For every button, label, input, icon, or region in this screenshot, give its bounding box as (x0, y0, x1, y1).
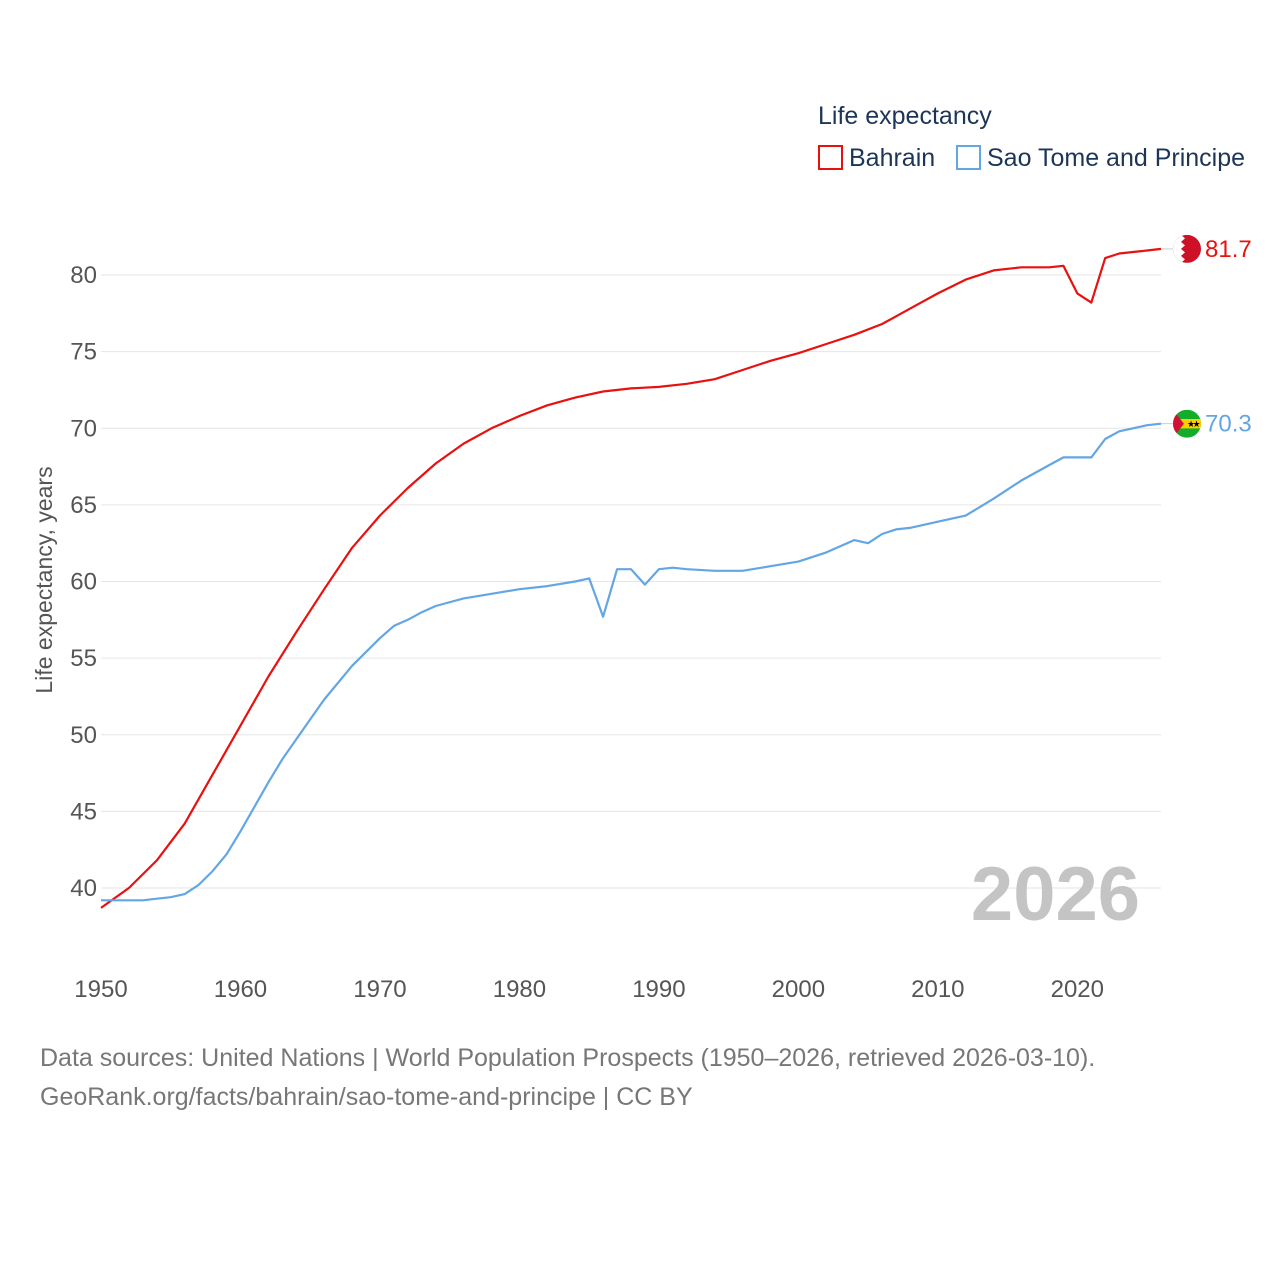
legend-label-sao-tome[interactable]: Sao Tome and Principe (987, 144, 1245, 172)
current-year-watermark: 2026 (971, 852, 1140, 937)
legend-label-bahrain[interactable]: Bahrain (849, 144, 935, 172)
svg-text:★: ★ (1193, 420, 1201, 430)
y-tick-label: 55 (70, 645, 97, 672)
x-tick-label: 2020 (1051, 976, 1104, 1003)
y-tick-label: 70 (70, 415, 97, 442)
y-tick-label: 60 (70, 569, 97, 596)
y-tick-label: 80 (70, 262, 97, 289)
x-tick-label: 1950 (74, 976, 127, 1003)
sao-tome-end-value: 70.3 (1205, 411, 1252, 438)
x-tick-label: 1990 (632, 976, 685, 1003)
legend-swatch-sao-tome[interactable] (956, 145, 981, 170)
x-tick-label: 1980 (493, 976, 546, 1003)
x-tick-label: 2000 (772, 976, 825, 1003)
y-axis-label: Life expectancy, years (31, 466, 57, 693)
y-tick-label: 45 (70, 798, 97, 825)
y-tick-label: 50 (70, 722, 97, 749)
svg-text:★: ★ (1187, 420, 1195, 430)
sao-tome-flag-icon: ★ ★ (1173, 409, 1201, 438)
y-tick-label: 40 (70, 875, 97, 902)
legend-swatch-bahrain[interactable] (818, 145, 843, 170)
bahrain-flag-icon (1173, 234, 1201, 263)
footer-sources: Data sources: United Nations | World Pop… (40, 1044, 1096, 1072)
x-tick-label: 1970 (353, 976, 406, 1003)
series-line-sao-tome[interactable] (101, 422, 1162, 902)
legend-title: Life expectancy (818, 102, 992, 130)
x-tick-label: 1960 (214, 976, 267, 1003)
x-tick-label: 2010 (911, 976, 964, 1003)
line-chart: Life expectancy Bahrain Sao Tome and Pri… (31, 102, 1252, 1003)
y-tick-label: 65 (70, 492, 97, 519)
series-line-bahrain[interactable] (100, 247, 1162, 909)
footer-link[interactable]: GeoRank.org/facts/bahrain/sao-tome-and-p… (40, 1083, 693, 1111)
y-tick-label: 75 (70, 339, 97, 366)
bahrain-end-value: 81.7 (1205, 236, 1252, 263)
